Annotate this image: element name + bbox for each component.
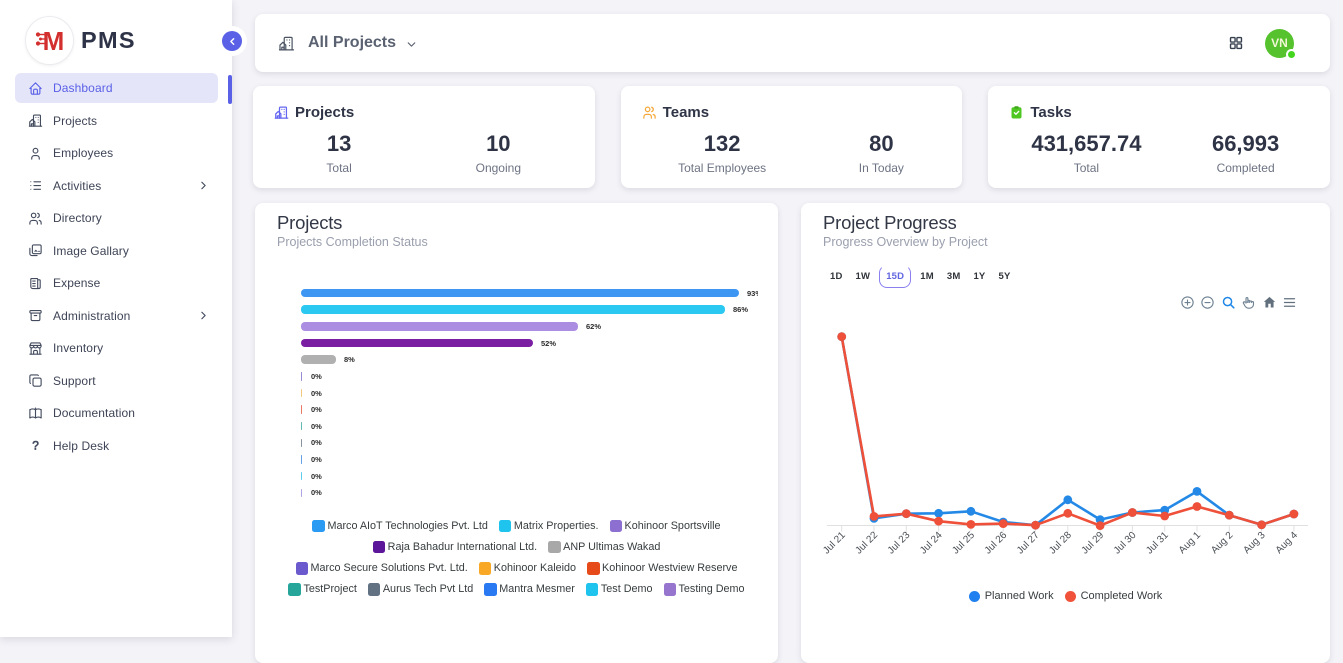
- svg-text:M: M: [43, 26, 65, 56]
- svg-text:?: ?: [32, 439, 39, 453]
- svg-text:Jul 30: Jul 30: [1112, 530, 1139, 557]
- svg-text:Aug 3: Aug 3: [1241, 530, 1268, 557]
- svg-text:Jul 24: Jul 24: [918, 530, 945, 557]
- svg-text:Jul 23: Jul 23: [886, 530, 913, 557]
- svg-text:Jul 29: Jul 29: [1080, 530, 1107, 557]
- svg-text:Aug 2: Aug 2: [1209, 530, 1236, 557]
- svg-text:Jul 26: Jul 26: [983, 530, 1010, 557]
- svg-text:Jul 22: Jul 22: [853, 530, 880, 557]
- svg-text:Aug 1: Aug 1: [1177, 530, 1204, 557]
- svg-text:Jul 31: Jul 31: [1144, 530, 1171, 557]
- svg-text:Jul 28: Jul 28: [1047, 530, 1074, 557]
- svg-text:Jul 27: Jul 27: [1015, 530, 1042, 557]
- svg-text:Jul 21: Jul 21: [821, 530, 848, 557]
- svg-text:Aug 4: Aug 4: [1274, 530, 1301, 557]
- svg-text:Jul 25: Jul 25: [950, 530, 977, 557]
